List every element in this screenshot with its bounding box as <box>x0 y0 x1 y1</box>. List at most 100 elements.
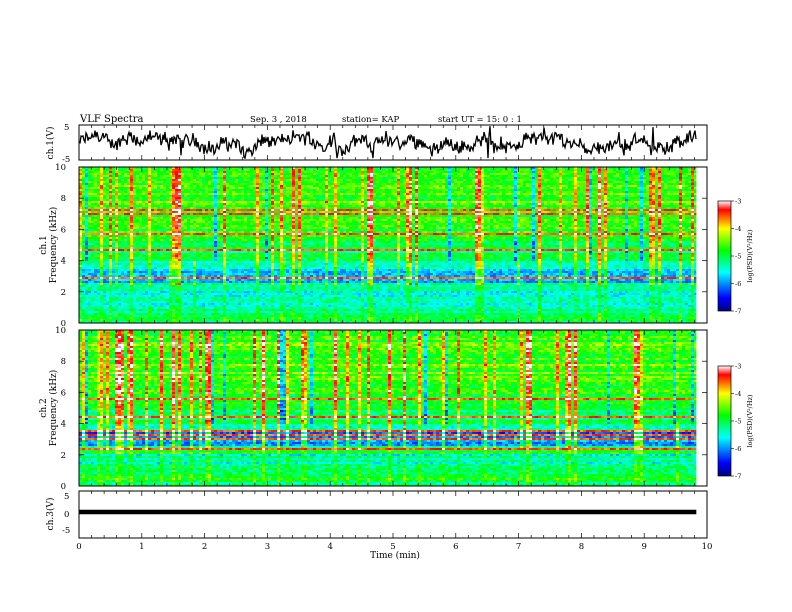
spectrogram-cell <box>124 225 128 228</box>
spectrogram-cell <box>247 303 251 306</box>
spectrogram-cell <box>151 213 155 216</box>
spectrogram-cell <box>157 209 161 212</box>
spectrogram-cell <box>100 221 104 224</box>
spectrogram-cell <box>196 247 200 250</box>
spectrogram-cell <box>169 221 173 224</box>
spectrogram-cell <box>253 315 257 318</box>
spectrogram-cell <box>220 221 224 224</box>
spectrogram-cell <box>196 197 200 200</box>
spectrogram-cell <box>97 311 101 314</box>
spectrogram-cell <box>235 221 239 224</box>
spectrogram-cell <box>196 179 200 182</box>
spectrogram-cell <box>187 189 191 192</box>
spectrogram-cell <box>163 309 167 312</box>
spectrogram-cell <box>214 285 218 288</box>
spectrogram-cell <box>208 215 212 218</box>
spectrogram-cell <box>214 219 218 222</box>
spectrogram-cell <box>235 305 239 308</box>
spectrogram-cell <box>115 273 119 276</box>
spectrogram-cell <box>151 255 155 258</box>
spectrogram-cell <box>172 179 176 182</box>
spectrogram-cell <box>94 215 98 218</box>
spectrogram-cell <box>160 263 164 266</box>
spectrogram-cell <box>79 211 83 214</box>
spectrogram-cell <box>172 319 176 322</box>
spectrogram-cell <box>106 185 110 188</box>
spectrogram-cell <box>256 227 260 230</box>
spectrogram-cell <box>211 307 215 310</box>
spectrogram-cell <box>115 267 119 270</box>
spectrogram-cell <box>127 199 131 202</box>
spectrogram-cell <box>229 243 233 246</box>
spectrogram-cell <box>85 247 89 250</box>
spectrogram-cell <box>244 205 248 208</box>
spectrogram-cell <box>250 293 254 296</box>
spectrogram-cell <box>121 287 125 290</box>
spectrogram-cell <box>97 247 101 250</box>
spectrogram-cell <box>238 239 242 242</box>
spectrogram-cell <box>265 167 269 170</box>
spectrogram-cell <box>259 235 263 238</box>
spectrogram-cell <box>187 289 191 292</box>
spectrogram-cell <box>106 219 110 222</box>
spectrogram-cell <box>211 265 215 268</box>
spectrogram-cell <box>118 307 122 310</box>
spectrogram-cell <box>163 193 167 196</box>
spectrogram-cell <box>157 281 161 284</box>
spectrogram-cell <box>244 183 248 186</box>
spectrogram-cell <box>127 183 131 186</box>
spectrogram-cell <box>208 311 212 314</box>
spectrogram-cell <box>160 201 164 204</box>
spectrogram-cell <box>217 311 221 314</box>
spectrogram-cell <box>163 297 167 300</box>
spectrogram-cell <box>199 207 203 210</box>
spectrogram-cell <box>262 183 266 186</box>
spectrogram-cell <box>130 261 134 264</box>
spectrogram-cell <box>94 205 98 208</box>
spectrogram-cell <box>247 243 251 246</box>
spectrogram-cell <box>109 209 113 212</box>
spectrogram-cell <box>229 225 233 228</box>
spectrogram-cell <box>241 303 245 306</box>
spectrogram-cell <box>262 313 266 316</box>
spectrogram-cell <box>202 269 206 272</box>
spectrogram-cell <box>253 195 257 198</box>
spectrogram-cell <box>79 201 83 204</box>
spectrogram-cell <box>214 273 218 276</box>
spectrogram-cell <box>103 177 107 180</box>
spectrogram-cell <box>160 179 164 182</box>
spectrogram-cell <box>103 169 107 172</box>
spectrogram-cell <box>196 237 200 240</box>
spectrogram-cell <box>196 309 200 312</box>
spectrogram-cell <box>202 199 206 202</box>
spectrogram-cell <box>103 205 107 208</box>
spectrogram-cell <box>148 203 152 206</box>
spectrogram-cell <box>253 185 257 188</box>
spectrogram-cell <box>115 187 119 190</box>
spectrogram-cell <box>202 177 206 180</box>
spectrogram-cell <box>157 245 161 248</box>
spectrogram-cell <box>187 237 191 240</box>
spectrogram-cell <box>163 251 167 254</box>
spectrogram-cell <box>151 283 155 286</box>
spectrogram-cell <box>151 221 155 224</box>
spectrogram-cell <box>151 237 155 240</box>
spectrogram-cell <box>181 271 185 274</box>
spectrogram-cell <box>226 249 230 252</box>
spectrogram-cell <box>151 191 155 194</box>
spectrogram-cell <box>187 223 191 226</box>
spectrogram-cell <box>166 185 170 188</box>
spectrogram-cell <box>220 277 224 280</box>
spectrogram-cell <box>178 309 182 312</box>
spectrogram-cell <box>148 189 152 192</box>
spectrogram-cell <box>217 225 221 228</box>
spectrogram-cell <box>214 291 218 294</box>
spectrogram-cell <box>232 225 236 228</box>
spectrogram-cell <box>166 321 170 324</box>
spectrogram-cell <box>166 175 170 178</box>
spectrogram-cell <box>94 189 98 192</box>
spectrogram-cell <box>226 281 230 284</box>
spectrogram-cell <box>193 275 197 278</box>
spectrogram-cell <box>262 235 266 238</box>
spectrogram-cell <box>133 301 137 304</box>
